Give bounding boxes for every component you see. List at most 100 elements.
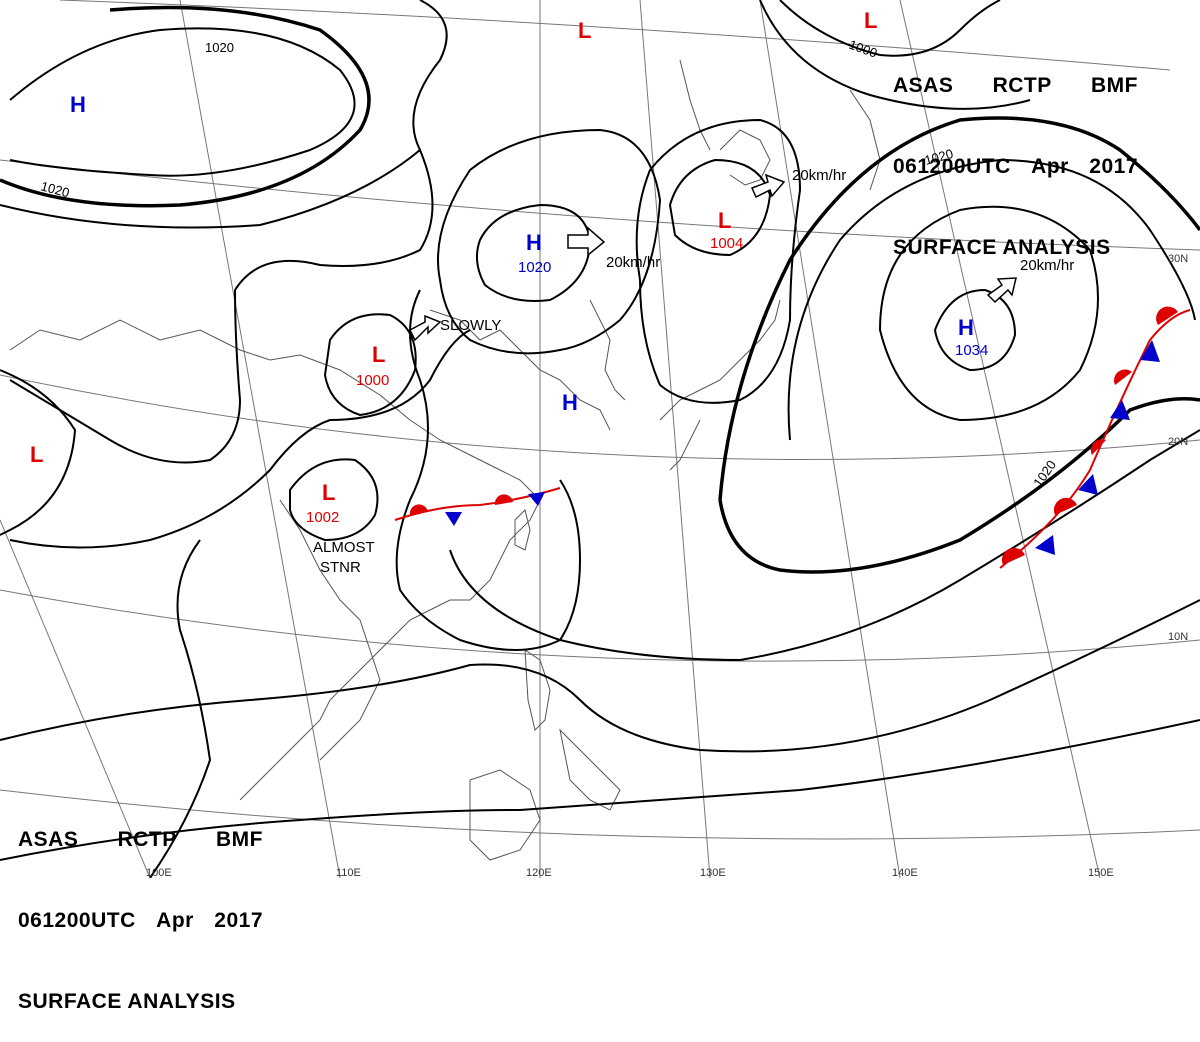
cold-front-triangle — [1078, 474, 1098, 495]
low-center-label: L — [322, 480, 335, 505]
isobar-1002-low — [289, 458, 379, 542]
motion-label: SLOWLY — [440, 317, 501, 334]
lat-line-40n — [59, 0, 1171, 71]
lon-label: 100E — [146, 867, 172, 878]
low-center-value: 1000 — [356, 372, 389, 389]
warm-front-semicircle — [1001, 547, 1025, 565]
lon-line-140e — [759, 0, 901, 878]
isobar-west-ridge — [149, 539, 212, 878]
isobar-1020-pacific — [718, 116, 1200, 501]
isobar-1034-mid — [878, 205, 1099, 422]
weather-map: H H 1020 H H 1034 L L 1004 L 1000 L 1002… — [0, 0, 1200, 878]
header-top-year: 2017 — [1089, 155, 1138, 178]
low-center-label: L — [578, 18, 591, 43]
header-top: ASAS RCTP BMF 061200UTC Apr 2017 SURFACE… — [893, 18, 1138, 288]
header-top-line2: 061200UTC Apr 2017 — [893, 153, 1138, 180]
cold-front-triangle — [1140, 340, 1160, 362]
header-top-title: SURFACE ANALYSIS — [893, 236, 1111, 259]
motion-arrow-low-1000 — [409, 314, 442, 342]
sakhalin — [679, 59, 711, 151]
low-center-label: L — [718, 208, 731, 233]
lat-line-20n — [0, 374, 1200, 460]
warm-front-semicircle — [1114, 369, 1132, 385]
motion-arrow-high-1034 — [986, 277, 1017, 304]
isobar-label: 1020 — [39, 178, 71, 200]
philippines-south — [559, 728, 621, 811]
warm-front-semicircle — [1053, 497, 1077, 515]
japan-honshu — [669, 419, 701, 471]
isobar-north-2 — [759, 0, 1031, 110]
isobar-1004-low — [668, 158, 772, 257]
kamchatka — [849, 89, 881, 191]
header-top-source: BMF — [1091, 74, 1138, 97]
motion-label: 20km/hr — [1020, 257, 1074, 274]
header-bottom-month: Apr — [156, 909, 194, 932]
warm-front-semicircle — [409, 504, 428, 515]
hokkaido — [719, 129, 771, 186]
low-center-label: L — [372, 342, 385, 367]
lat-line-0 — [0, 789, 1200, 840]
coastlines — [9, 59, 881, 861]
graticule-labels: 30N 20N 10N 100E 110E 120E 130E 140E 150… — [146, 253, 1188, 878]
isobar-label: 1020 — [205, 40, 234, 55]
isobar-label: 1000 — [847, 37, 879, 61]
high-center-value: 1034 — [955, 342, 988, 359]
lat-line-10n — [0, 589, 1200, 662]
isobar-south-1 — [0, 599, 1200, 753]
isobar-west-loop — [234, 0, 448, 291]
indochina-coast — [279, 499, 381, 761]
isobar-central-loop — [395, 289, 582, 651]
header-top-agency: ASAS — [893, 74, 954, 97]
lon-label: 130E — [700, 867, 726, 878]
header-top-time: 061200UTC — [893, 155, 1011, 178]
front-pacific — [999, 306, 1191, 569]
cold-front-triangle — [1035, 535, 1055, 555]
isobar-1034-inner — [933, 288, 1017, 372]
stationary-note-line2: STNR — [320, 559, 361, 576]
isobars — [0, 0, 1200, 878]
taiwan — [514, 509, 531, 551]
isobar-1020-south — [718, 397, 1200, 574]
lon-label: 110E — [336, 867, 361, 878]
motion-arrows — [409, 173, 1017, 342]
isobar-h1020-outer — [437, 128, 662, 355]
isobar-1000-north — [779, 0, 1001, 57]
high-center-value: 1020 — [518, 259, 551, 276]
header-bottom-title: SURFACE ANALYSIS — [18, 990, 236, 1013]
lat-label: 30N — [1168, 253, 1188, 265]
cold-front-triangle — [445, 512, 462, 526]
isobar-1000-low — [323, 313, 417, 417]
lon-label: 140E — [892, 867, 918, 878]
lon-label: 120E — [526, 867, 552, 878]
low-center-value: 1004 — [710, 235, 743, 252]
low-center-label: L — [30, 442, 43, 467]
isobar-west-trough — [9, 289, 242, 464]
lon-line-150e — [899, 0, 1101, 878]
header-bottom-station: RCTP — [117, 828, 177, 851]
isobar-siberia-high-1020 — [0, 5, 371, 208]
warm-front-semicircle — [494, 494, 513, 505]
isobar-west-low-left — [0, 369, 77, 536]
header-top-station: RCTP — [992, 74, 1052, 97]
pressure-centers: H H 1020 H H 1034 L L 1004 L 1000 L 1002… — [30, 8, 988, 526]
front-line-south-china — [394, 487, 561, 521]
cold-front-triangle — [528, 492, 545, 506]
lon-line-100e — [0, 519, 151, 878]
lat-line-30n — [0, 159, 1200, 251]
front-line-pacific — [999, 309, 1191, 569]
borneo — [469, 769, 541, 861]
motion-arrow-high-1020 — [567, 226, 606, 257]
isobar-h1020-ring — [475, 203, 592, 302]
header-bottom-time: 061200UTC — [18, 909, 136, 932]
isobar-south-china — [9, 329, 471, 549]
header-bottom-year: 2017 — [214, 909, 263, 932]
header-top-line1: ASAS RCTP BMF — [893, 72, 1138, 99]
lat-label: 10N — [1168, 631, 1188, 643]
header-bottom-line2: 061200UTC Apr 2017 — [18, 907, 263, 934]
china-coast — [9, 319, 541, 801]
header-bottom-source: BMF — [216, 828, 263, 851]
motion-text: SLOWLY 20km/hr 20km/hr 20km/hr ALMOST ST… — [313, 167, 1074, 576]
cold-front-triangle — [1110, 400, 1130, 420]
korea-peninsula — [589, 299, 626, 401]
isobar-siberia-high-outer — [9, 27, 356, 177]
